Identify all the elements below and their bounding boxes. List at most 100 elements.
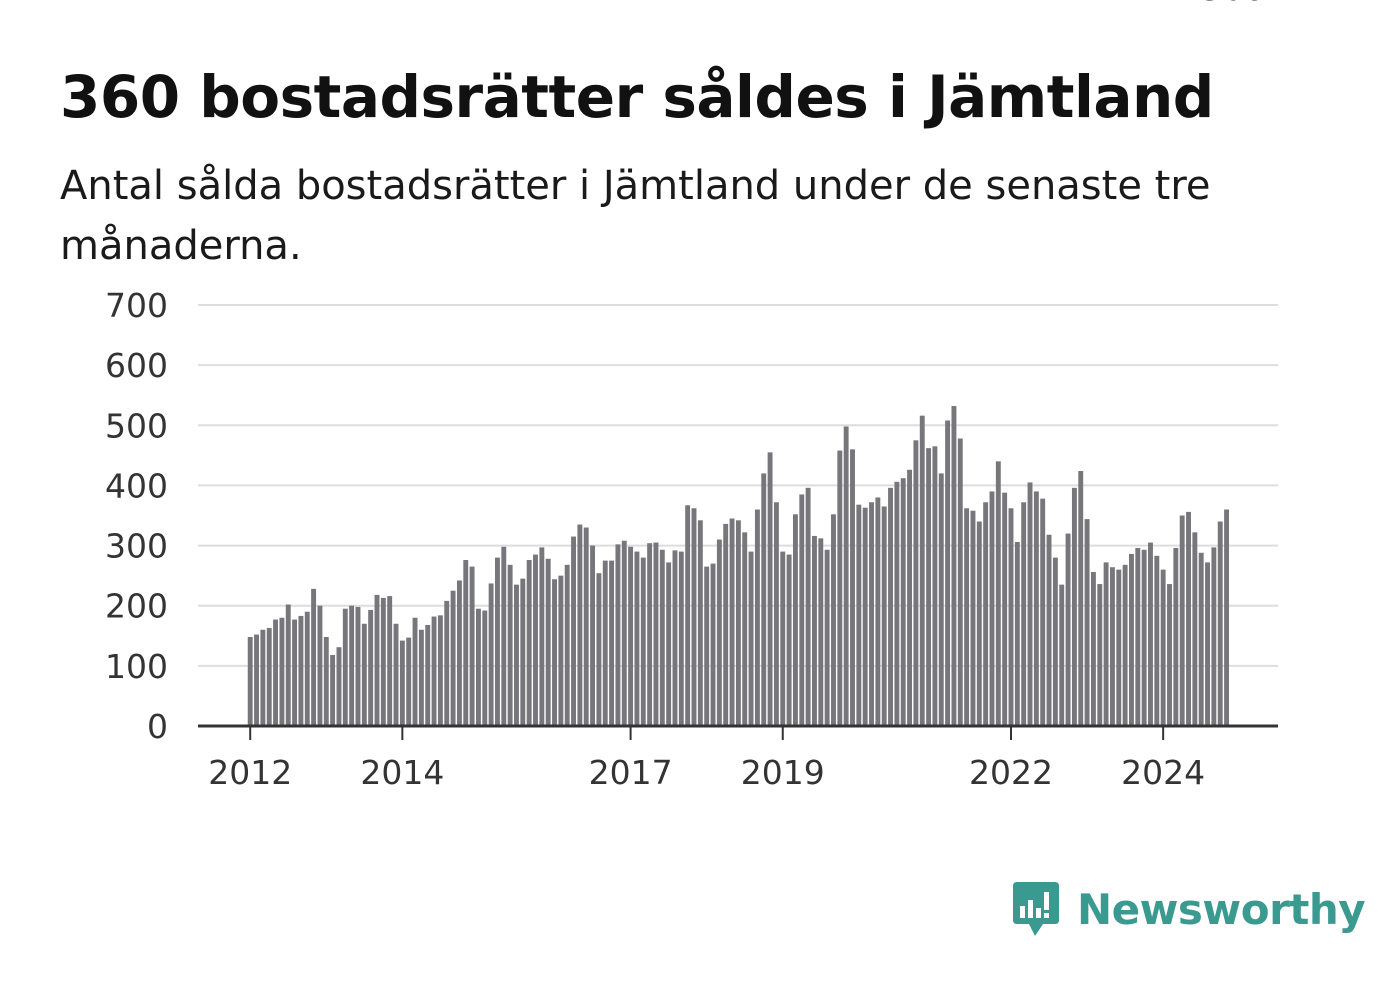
bar xyxy=(1046,534,1052,726)
bar xyxy=(1021,502,1027,726)
y-tick-label: 0 xyxy=(147,707,168,746)
bar xyxy=(970,510,976,726)
y-tick-label: 200 xyxy=(105,587,168,626)
bar xyxy=(266,627,272,726)
bar xyxy=(805,487,811,726)
y-tick-label: 700 xyxy=(105,286,168,325)
bar xyxy=(945,420,951,726)
bar xyxy=(615,544,621,726)
bar xyxy=(1129,553,1134,726)
highlight-value-label: 360 xyxy=(1200,0,1265,9)
bar xyxy=(640,557,646,726)
x-axis: 2012 2014 2017 2019 2022 2024 xyxy=(198,724,1278,792)
bar xyxy=(247,636,253,726)
bar xyxy=(1192,532,1198,726)
bar xyxy=(507,564,513,726)
bar xyxy=(875,497,881,726)
brand-name: Newsworthy xyxy=(1077,884,1366,934)
bar xyxy=(463,560,469,726)
bar xyxy=(418,629,424,726)
bar xyxy=(254,634,259,726)
bar xyxy=(716,539,722,726)
bar xyxy=(590,545,596,726)
bar xyxy=(1198,552,1204,726)
bar xyxy=(514,584,519,726)
y-tick-label: 100 xyxy=(105,647,168,686)
bar xyxy=(1052,557,1058,726)
bar xyxy=(336,647,342,726)
bar xyxy=(900,478,906,726)
bar xyxy=(349,605,355,726)
bar xyxy=(678,551,684,726)
bar xyxy=(1027,482,1033,726)
bar xyxy=(583,527,589,726)
bar xyxy=(425,624,431,726)
x-tick-label: 2019 xyxy=(741,753,825,792)
bar xyxy=(495,557,500,726)
bar xyxy=(856,504,862,726)
bar xyxy=(964,508,970,726)
bar xyxy=(526,560,532,726)
y-tick-label: 500 xyxy=(105,406,168,445)
bar xyxy=(913,440,919,726)
bar xyxy=(285,604,291,726)
bar xyxy=(342,608,348,726)
bar xyxy=(539,547,545,726)
bar xyxy=(260,629,266,726)
bar xyxy=(932,446,938,726)
bar xyxy=(577,524,583,726)
bar xyxy=(520,578,526,726)
bar xyxy=(976,521,982,726)
bar xyxy=(450,590,456,726)
bar xyxy=(659,549,665,726)
bar xyxy=(989,491,995,726)
bar xyxy=(735,520,741,726)
bar xyxy=(1122,564,1128,726)
bar xyxy=(292,619,298,726)
bar xyxy=(628,546,634,726)
bar xyxy=(330,655,336,726)
bar xyxy=(799,494,805,726)
bar xyxy=(1116,569,1122,726)
bar xyxy=(323,636,329,726)
x-tick-label: 2022 xyxy=(969,753,1053,792)
x-tick-label: 2024 xyxy=(1121,753,1205,792)
bar xyxy=(710,563,716,726)
bar xyxy=(602,560,608,726)
bar xyxy=(1033,491,1039,726)
bar xyxy=(545,558,551,726)
bar xyxy=(869,502,874,726)
y-tick-label: 400 xyxy=(105,466,168,505)
bar xyxy=(1002,492,1008,726)
bar xyxy=(475,608,481,726)
bar xyxy=(533,554,538,726)
bar xyxy=(444,600,450,726)
bar xyxy=(1154,555,1160,726)
bar xyxy=(1090,572,1096,726)
bar xyxy=(907,469,913,726)
bars xyxy=(247,406,1230,726)
bar xyxy=(1109,567,1115,726)
bar xyxy=(279,617,285,726)
bar xyxy=(564,564,570,726)
bar xyxy=(818,538,824,726)
y-tick-label: 300 xyxy=(105,527,168,566)
bar xyxy=(361,623,367,726)
bar xyxy=(862,507,868,726)
bar xyxy=(773,502,779,726)
bar xyxy=(304,611,310,726)
bar xyxy=(938,473,944,726)
newsworthy-logo[interactable]: Newsworthy xyxy=(1011,880,1366,938)
bar xyxy=(355,606,361,726)
bar xyxy=(437,615,443,726)
bar xyxy=(609,560,615,726)
bar xyxy=(1040,498,1046,726)
bar xyxy=(666,562,672,726)
bar xyxy=(767,452,773,726)
bar xyxy=(1059,584,1065,726)
y-axis-labels: 0 100 200 300 400 500 600 700 xyxy=(105,286,168,746)
bar xyxy=(311,588,317,726)
bar xyxy=(957,438,963,726)
bar xyxy=(761,473,767,726)
bar xyxy=(983,502,989,726)
